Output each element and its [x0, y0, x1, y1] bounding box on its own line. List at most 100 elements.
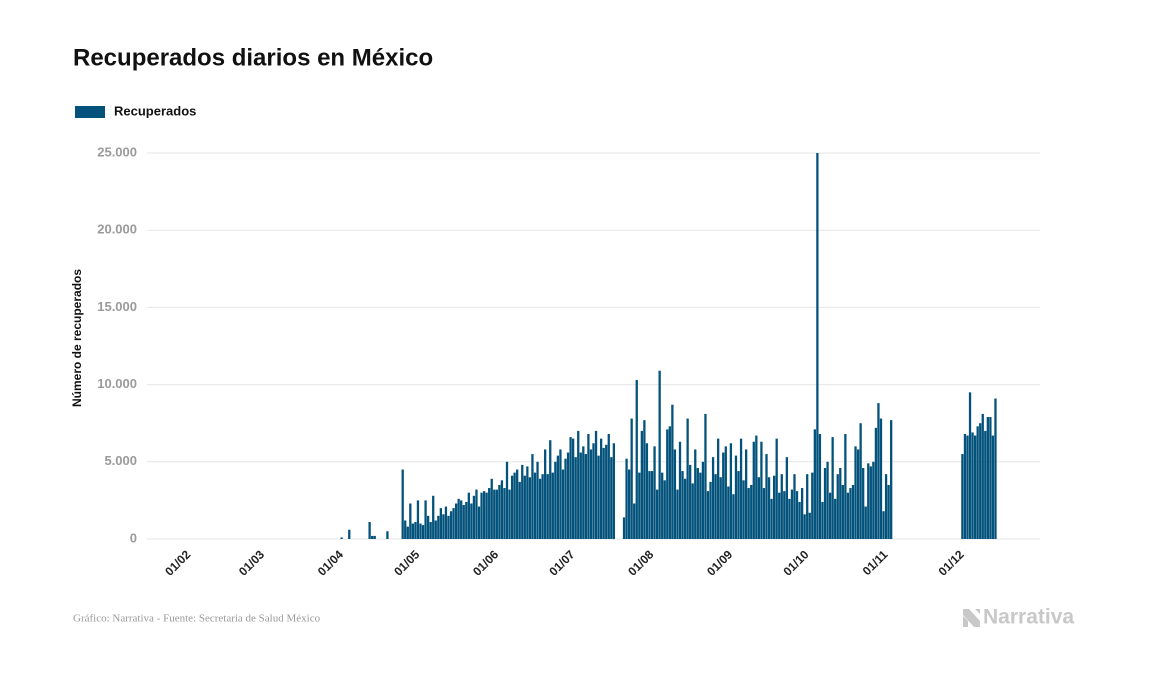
logo: Narrativa [983, 606, 1074, 629]
bar [658, 370, 661, 539]
bar [719, 477, 722, 539]
bar [808, 512, 811, 539]
bar [864, 506, 867, 539]
bar [460, 500, 463, 539]
bar [717, 438, 720, 539]
bar [770, 498, 773, 539]
bar [882, 511, 885, 539]
bar [783, 491, 786, 539]
bar [480, 492, 483, 539]
bar [653, 446, 656, 539]
y-tick-label: 10.000 [97, 376, 137, 391]
bar [635, 379, 638, 539]
bar [467, 492, 470, 539]
bar [414, 522, 417, 539]
bar [813, 429, 816, 539]
bar [457, 498, 460, 539]
bar [739, 438, 743, 539]
bar [757, 477, 761, 539]
bar [686, 418, 689, 539]
bar [475, 489, 478, 539]
bar [505, 461, 509, 539]
bar [844, 434, 847, 539]
bar [404, 520, 407, 539]
bar [569, 437, 572, 539]
bar [681, 471, 684, 539]
bar [605, 444, 608, 539]
bar [409, 503, 412, 539]
bar [671, 404, 674, 539]
bar [772, 475, 776, 539]
bar [841, 484, 844, 539]
bar [622, 517, 626, 539]
bar [566, 452, 570, 539]
x-tick-label: 01/03 [236, 547, 267, 578]
bar [663, 480, 666, 539]
bar [709, 481, 712, 539]
bar [584, 454, 588, 539]
bar [572, 438, 575, 539]
bar [849, 488, 852, 539]
bar [533, 472, 537, 539]
bar [834, 498, 837, 539]
bar [582, 446, 585, 539]
bar [655, 489, 659, 539]
y-tick-label: 5.000 [104, 453, 137, 468]
bar [368, 522, 371, 539]
bar [752, 441, 755, 539]
bar [523, 475, 526, 539]
bar [859, 423, 862, 539]
bar [594, 430, 598, 539]
x-tick-label: 01/12 [936, 547, 967, 578]
chart-title: Recuperados diarios en México [73, 44, 433, 71]
bar [551, 472, 554, 539]
bar [472, 495, 476, 539]
bar [722, 452, 725, 539]
bar [994, 398, 997, 539]
bar [890, 420, 893, 539]
bar [696, 467, 699, 539]
bar [729, 443, 733, 539]
x-tick-label: 01/02 [162, 547, 193, 578]
bar [587, 434, 590, 539]
bar [554, 461, 557, 539]
bar [991, 435, 995, 539]
bar [437, 515, 440, 539]
bar [979, 423, 982, 539]
bar [645, 443, 649, 539]
bar [976, 426, 979, 539]
bar [442, 514, 445, 539]
bar [429, 522, 432, 539]
bar [528, 477, 532, 539]
bar [666, 429, 669, 539]
bar [419, 523, 422, 539]
bar [793, 474, 796, 539]
bar [800, 488, 804, 539]
bar [968, 392, 972, 539]
bar [447, 515, 450, 539]
bar [872, 461, 875, 539]
bar [633, 503, 636, 539]
bar [650, 471, 654, 539]
bar [401, 469, 404, 539]
bar [597, 455, 600, 539]
bar [734, 455, 738, 539]
x-tick-label: 01/10 [780, 547, 811, 578]
x-tick-label: 01/04 [315, 547, 346, 578]
bar [986, 417, 989, 539]
bar [778, 492, 781, 539]
x-tick-label: 01/11 [860, 547, 891, 578]
bar [762, 488, 766, 539]
bar [727, 486, 730, 539]
bar [851, 484, 855, 539]
bar [493, 489, 496, 539]
bar [689, 464, 692, 539]
bar [816, 153, 819, 539]
bar [788, 498, 791, 539]
bar [503, 488, 506, 539]
bar [434, 520, 437, 539]
bar [963, 434, 967, 539]
bar [602, 447, 605, 539]
bar [966, 435, 969, 539]
bar [750, 484, 753, 539]
